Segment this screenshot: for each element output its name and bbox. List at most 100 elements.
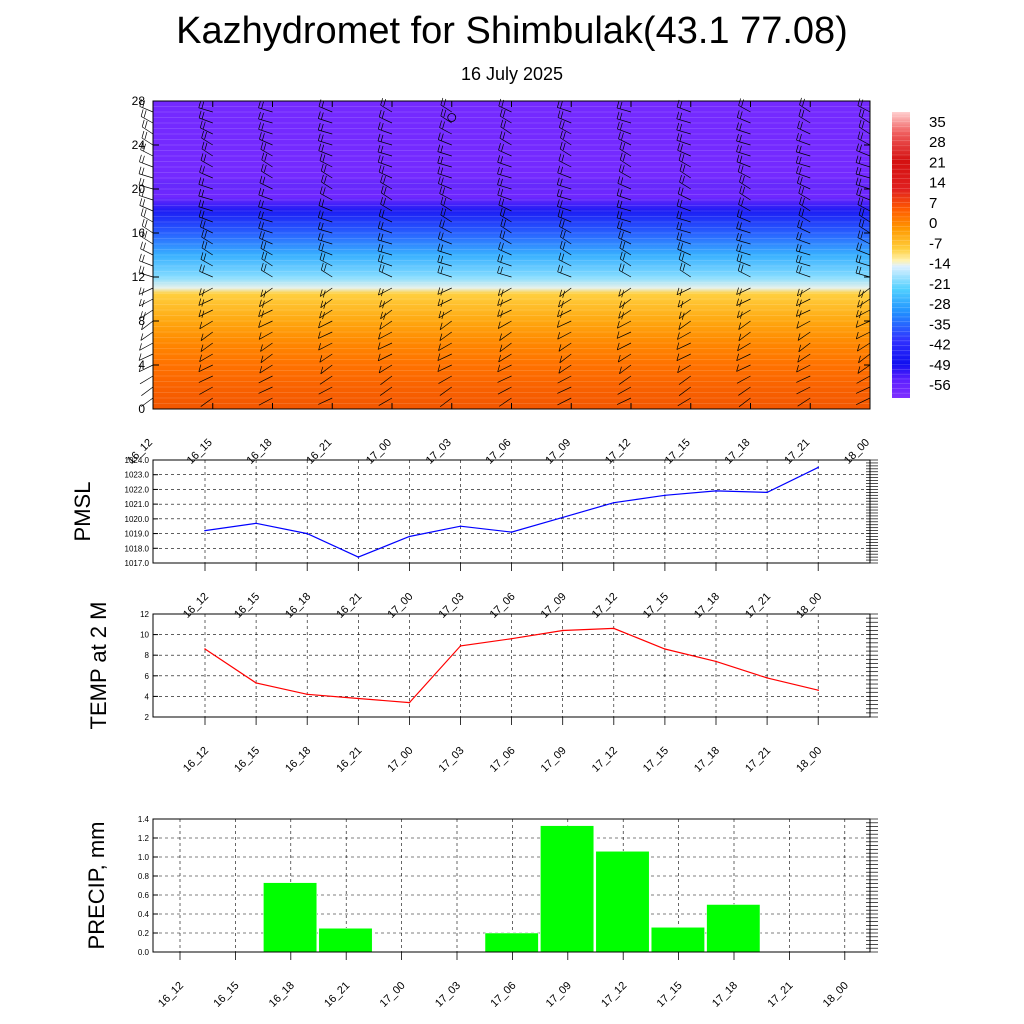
wind-barb <box>498 353 512 363</box>
wind-barb <box>497 375 512 383</box>
wind-barb <box>497 287 512 297</box>
wind-barb <box>855 166 871 179</box>
wind-barb <box>141 130 154 146</box>
x-tick-label: 16_15 <box>232 745 262 775</box>
wind-barb <box>141 218 154 234</box>
pmsl-panel: 1017.0 1018.0 1019.0 1020.0 1021.0 1022.0 1023… <box>70 456 878 621</box>
wind-barb <box>497 166 512 179</box>
wind-barb <box>858 353 871 364</box>
x-tick-label: 16_12 <box>181 745 211 775</box>
wind-barb <box>439 120 452 135</box>
wind-barb <box>198 110 213 124</box>
y-axis-label: PRECIP, mm <box>84 822 109 950</box>
wind-barb <box>318 242 333 256</box>
x-tick-label: 17_21 <box>743 745 773 775</box>
wind-barb <box>258 386 273 394</box>
x-tick-label: 17_09 <box>543 437 573 467</box>
y-tick-label: 20 <box>132 182 146 196</box>
x-tick-label: 17_18 <box>723 437 753 467</box>
wind-barb <box>319 252 333 267</box>
wind-barb <box>618 287 632 298</box>
wind-barb <box>678 375 691 385</box>
y-tick-label: 0.8 <box>138 872 150 881</box>
colorbar-label: 35 <box>929 114 946 131</box>
wind-barb <box>736 243 751 256</box>
wind-barb <box>497 265 512 278</box>
wind-barb <box>739 185 751 201</box>
wind-barb <box>676 287 691 296</box>
wind-barb <box>559 219 572 234</box>
wind-barb <box>141 386 154 396</box>
wind-barb <box>737 164 751 179</box>
wind-barb <box>557 309 572 318</box>
wind-barb <box>380 175 393 190</box>
x-tick-label: 16_12 <box>181 591 211 621</box>
x-tick-label: 16_15 <box>232 591 262 621</box>
data-point <box>510 531 513 533</box>
wind-barb <box>140 142 154 157</box>
wind-barb <box>796 386 811 395</box>
wind-barb <box>439 386 452 396</box>
data-point <box>408 701 411 704</box>
wind-barb <box>258 100 273 113</box>
wind-barb <box>138 265 154 278</box>
data-point <box>204 648 206 650</box>
wind-barb <box>258 221 273 234</box>
x-tick-label: 16_21 <box>304 437 334 467</box>
wind-barb <box>678 320 691 330</box>
x-tick-label: 18_00 <box>821 980 851 1010</box>
wind-barb <box>320 298 333 309</box>
wind-barb <box>260 262 273 278</box>
wind-barb <box>319 375 333 385</box>
wind-barb <box>379 298 393 309</box>
data-point <box>459 645 462 647</box>
colorbar-label: -35 <box>929 316 951 333</box>
wind-barb <box>557 397 572 406</box>
wind-barb <box>796 265 811 278</box>
wind-barb <box>858 207 871 223</box>
data-point <box>255 522 257 525</box>
wind-barb <box>617 320 632 329</box>
y-tick-label: 8 <box>138 314 145 328</box>
x-tick-label: 17_03 <box>424 437 454 467</box>
wind-barb <box>499 230 512 245</box>
wind-barb <box>498 242 512 256</box>
x-tick-label: 16_15 <box>211 980 241 1010</box>
wind-barb <box>796 320 811 329</box>
wind-barb <box>139 342 154 351</box>
wind-barb <box>200 331 213 341</box>
wind-barb <box>141 397 154 407</box>
colorbar-label: -7 <box>929 235 942 252</box>
wind-barb <box>139 253 154 267</box>
x-tick-label: 17_12 <box>599 980 629 1010</box>
wind-barb <box>199 264 213 278</box>
wind-barb <box>437 287 452 296</box>
y-tick-label: 10 <box>140 631 149 640</box>
x-tick-label: 17_21 <box>743 591 773 621</box>
wind-barb <box>138 298 154 308</box>
wind-barb <box>855 331 871 340</box>
wind-barb <box>379 386 393 396</box>
wind-barb <box>856 187 871 201</box>
y-tick-label: 1021.0 <box>125 500 150 509</box>
wind-barb <box>198 199 213 212</box>
wind-barb <box>198 309 213 318</box>
colorbar-label: -49 <box>929 357 951 374</box>
wind-barb <box>200 342 213 352</box>
wind-barb <box>497 254 512 267</box>
x-tick-label: 17_03 <box>433 980 463 1010</box>
wind-barb <box>201 130 213 146</box>
wind-barb <box>378 208 393 223</box>
x-tick-label: 17_21 <box>765 980 795 1010</box>
wind-barb <box>378 164 393 179</box>
y-tick-label: 1023.0 <box>125 471 150 480</box>
plot-frame <box>152 613 871 718</box>
wind-barb <box>557 209 572 223</box>
wind-barb <box>319 309 333 320</box>
data-point <box>613 501 615 504</box>
wind-barb <box>856 242 871 256</box>
x-tick-label: 16_21 <box>322 980 352 1010</box>
x-tick-label: 17_18 <box>692 745 722 775</box>
x-tick-label: 17_18 <box>710 980 740 1010</box>
wind-barb <box>198 375 213 383</box>
